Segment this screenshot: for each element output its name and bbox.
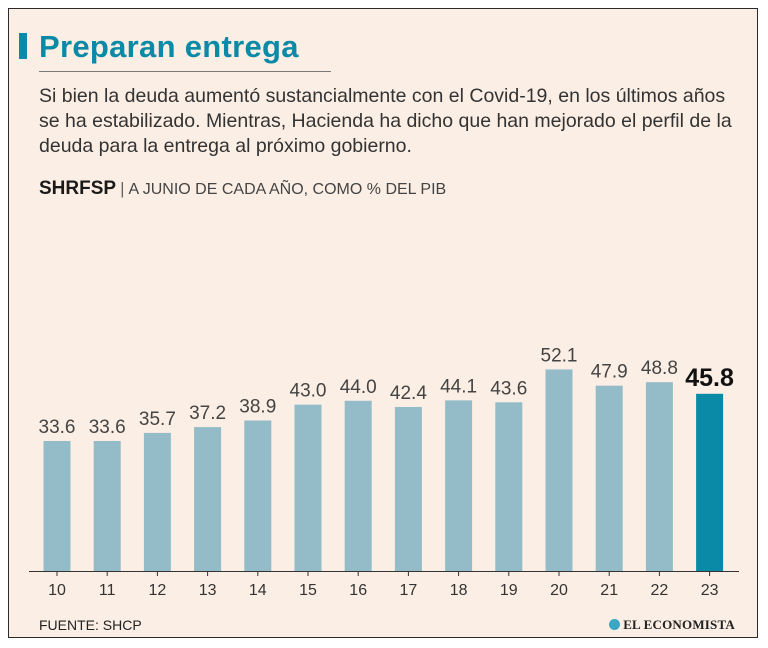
measure-unit: A JUNIO DE CADA AÑO, COMO % DEL PIB xyxy=(128,181,447,198)
x-tick-label: 10 xyxy=(48,582,66,599)
value-label: 35.7 xyxy=(139,409,176,430)
measure-separator: | xyxy=(120,179,125,198)
chart-card: Preparan entrega Si bien la deuda aument… xyxy=(8,8,758,638)
bar-14 xyxy=(244,420,272,571)
x-tick-label: 23 xyxy=(701,582,719,599)
value-label: 43.6 xyxy=(490,378,527,399)
bar-13 xyxy=(194,427,222,571)
bar-10 xyxy=(43,441,71,571)
bar-15 xyxy=(294,404,322,571)
bar-19 xyxy=(495,402,523,571)
x-tick-label: 18 xyxy=(450,582,468,599)
chart-subtitle: Si bien la deuda aumentó sustancialmente… xyxy=(39,85,732,157)
value-label: 44.0 xyxy=(340,377,377,398)
brand-dot-icon xyxy=(609,619,621,630)
x-tick-label: 12 xyxy=(149,582,167,599)
bar-16 xyxy=(344,400,372,571)
x-tick-label: 16 xyxy=(349,582,367,599)
source-note: FUENTE: SHCP xyxy=(39,617,142,633)
brand-name: EL ECONOMISTA xyxy=(623,617,735,632)
bar-22 xyxy=(645,382,673,571)
bar-17 xyxy=(394,406,422,571)
value-label: 45.8 xyxy=(685,364,734,392)
x-tick-label: 11 xyxy=(99,582,116,599)
chart-title: Preparan entrega xyxy=(39,29,299,64)
bar-23 xyxy=(696,393,724,571)
measure-line: SHRFSP | A JUNIO DE CADA AÑO, COMO % DEL P… xyxy=(39,178,446,200)
x-tick-label: 21 xyxy=(600,582,618,599)
value-label: 42.4 xyxy=(390,383,427,404)
value-label: 52.1 xyxy=(541,345,578,366)
bar-chart: 33.6 10 33.6 11 35.7 12 37.2 13 38.9 14 43.0 15 44.0… xyxy=(29,345,739,599)
x-tick-label: 19 xyxy=(500,582,518,599)
bar-21 xyxy=(595,385,623,571)
measure-name: SHRFSP xyxy=(39,178,117,199)
value-label: 33.6 xyxy=(89,417,126,438)
value-label: 38.9 xyxy=(239,396,276,417)
bar-11 xyxy=(93,441,121,571)
brand-logo: EL ECONOMISTA xyxy=(609,617,735,633)
title-accent-bar xyxy=(19,33,27,59)
x-tick-label: 15 xyxy=(299,582,317,599)
value-label: 43.0 xyxy=(290,381,327,402)
bar-12 xyxy=(143,432,171,571)
bar-18 xyxy=(445,400,473,571)
x-tick-label: 20 xyxy=(550,582,568,599)
value-label: 44.1 xyxy=(440,376,477,397)
value-label: 33.6 xyxy=(39,417,76,438)
value-label: 48.8 xyxy=(641,358,678,379)
bar-20 xyxy=(545,369,573,571)
x-tick-label: 13 xyxy=(199,582,217,599)
title-divider xyxy=(39,71,331,72)
value-label: 37.2 xyxy=(189,403,226,424)
value-label: 47.9 xyxy=(591,362,628,383)
x-tick-label: 17 xyxy=(400,582,418,599)
x-tick-label: 22 xyxy=(651,582,669,599)
x-tick-label: 14 xyxy=(249,582,267,599)
